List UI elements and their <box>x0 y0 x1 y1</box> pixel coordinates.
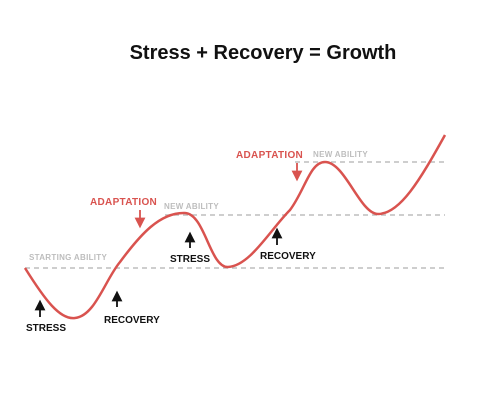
level-label: NEW ABILITY <box>164 202 219 211</box>
level-label: NEW ABILITY <box>313 150 368 159</box>
level-label: STARTING ABILITY <box>29 253 107 262</box>
title: Stress + Recovery = Growth <box>130 42 397 64</box>
adaptation-label: ADAPTATION <box>90 197 157 208</box>
recovery-label: RECOVERY <box>104 315 160 326</box>
adaptation-label: ADAPTATION <box>236 150 303 161</box>
growth-curve <box>23 134 447 320</box>
recovery-label: RECOVERY <box>260 251 316 262</box>
stress-label: STRESS <box>170 254 210 265</box>
stress-label: STRESS <box>26 323 66 334</box>
